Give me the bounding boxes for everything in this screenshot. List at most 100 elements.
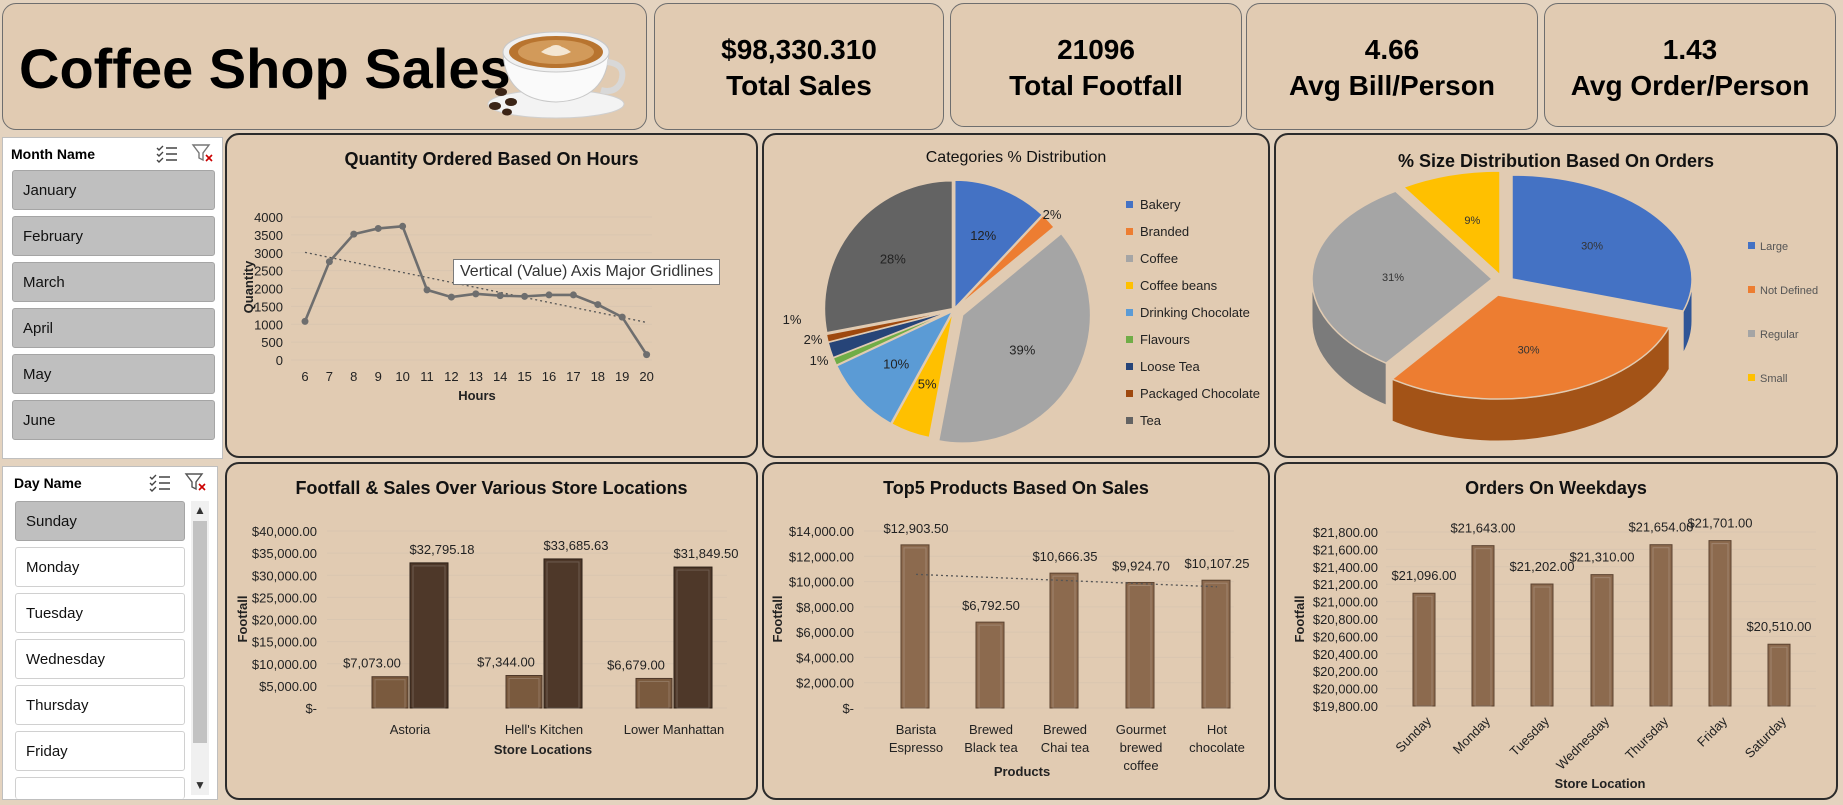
pie-slice xyxy=(1402,170,1501,277)
data-point xyxy=(618,313,626,321)
y-tick-label: $20,600.00 xyxy=(1313,629,1378,644)
y-tick-label: $5,000.00 xyxy=(259,679,317,694)
data-label: $6,792.50 xyxy=(962,598,1020,613)
day-item-partial[interactable] xyxy=(15,777,185,799)
scrollbar[interactable]: ▲ ▼ xyxy=(191,501,209,795)
y-tick-label: $40,000.00 xyxy=(252,524,317,539)
scroll-thumb[interactable] xyxy=(193,521,207,743)
data-point xyxy=(374,224,382,232)
pie-data-label: 31% xyxy=(1382,272,1404,284)
month-item[interactable]: February xyxy=(12,216,215,256)
pie-slice xyxy=(1511,174,1693,312)
x-tick-label: 8 xyxy=(350,369,357,384)
day-item[interactable]: Monday xyxy=(15,547,185,587)
legend-label: Loose Tea xyxy=(1140,359,1201,374)
y-tick-label: 2500 xyxy=(254,264,283,279)
x-tick-label: coffee xyxy=(1123,758,1158,773)
legend-swatch xyxy=(1126,390,1133,397)
chart-title: Orders On Weekdays xyxy=(1465,478,1647,498)
data-label: $21,310.00 xyxy=(1569,550,1634,565)
legend-swatch xyxy=(1748,286,1755,293)
pie-slice xyxy=(937,232,1092,444)
legend-swatch xyxy=(1126,228,1133,235)
month-slicer[interactable]: Month Name January February March April … xyxy=(2,137,223,459)
bar-orders-highlight xyxy=(1474,548,1492,707)
data-label: $20,510.00 xyxy=(1746,619,1811,634)
month-item[interactable]: June xyxy=(12,400,215,440)
bar-orders-highlight xyxy=(1415,595,1433,707)
day-item[interactable]: Tuesday xyxy=(15,593,185,633)
x-tick-label: Lower Manhattan xyxy=(624,722,724,737)
y-tick-label: $15,000.00 xyxy=(252,635,317,650)
pie-slice xyxy=(1311,190,1494,365)
legend-swatch xyxy=(1748,330,1755,337)
month-item[interactable]: April xyxy=(12,308,215,348)
data-label: $7,073.00 xyxy=(343,656,401,671)
multi-select-icon[interactable] xyxy=(148,472,172,492)
month-item[interactable]: January xyxy=(12,170,215,210)
legend-label: Flavours xyxy=(1140,332,1190,347)
data-label: $6,679.00 xyxy=(607,657,665,672)
bar-orders xyxy=(1649,544,1673,707)
x-tick-label: Tuesday xyxy=(1507,713,1553,759)
y-tick-label: 3500 xyxy=(254,228,283,243)
bar-orders xyxy=(1412,592,1436,707)
day-item[interactable]: Sunday xyxy=(15,501,185,541)
x-tick-label: 13 xyxy=(469,369,483,384)
data-point xyxy=(423,286,431,294)
data-label: $31,849.50 xyxy=(673,546,738,561)
x-tick-label: Sunday xyxy=(1392,713,1434,755)
legend-label: Coffee beans xyxy=(1140,278,1218,293)
x-tick-label: Hot xyxy=(1207,722,1228,737)
month-item[interactable]: May xyxy=(12,354,215,394)
chart-title: % Size Distribution Based On Orders xyxy=(1397,151,1715,171)
trendline xyxy=(304,251,647,324)
data-point xyxy=(350,230,358,238)
clear-filter-icon[interactable] xyxy=(191,143,215,163)
data-label: $12,903.50 xyxy=(883,521,948,536)
day-item[interactable]: Thursday xyxy=(15,685,185,725)
pie-slice xyxy=(825,309,953,344)
x-tick-label: 9 xyxy=(375,369,382,384)
bar-orders xyxy=(1530,583,1554,707)
scroll-up-icon[interactable]: ▲ xyxy=(194,503,206,517)
bar-sales-highlight xyxy=(903,547,927,709)
x-tick-label: Wednesday xyxy=(1553,713,1612,772)
pie-slice xyxy=(1390,294,1671,400)
legend-label: Bakery xyxy=(1140,197,1181,212)
title-card: Coffee Shop Sales xyxy=(2,3,647,130)
categories-chart-panel: Categories % Distribution 12% 2% 39% 5% 10% 1… xyxy=(762,133,1270,458)
bar-sales xyxy=(900,544,930,709)
kpi-avg-order: 1.43 Avg Order/Person xyxy=(1544,3,1836,127)
pie-data-label: 5% xyxy=(918,377,937,392)
y-axis-label: Footfall xyxy=(770,596,785,643)
x-tick-label: 12 xyxy=(444,369,458,384)
data-point xyxy=(399,222,407,230)
x-tick-label: 7 xyxy=(326,369,333,384)
pie-data-label: 39% xyxy=(1009,342,1035,357)
y-tick-label: $12,000.00 xyxy=(789,549,854,564)
legend-label: Branded xyxy=(1140,224,1189,239)
clear-filter-icon[interactable] xyxy=(184,472,208,492)
pie-data-label: 12% xyxy=(970,228,996,243)
x-tick-label: 19 xyxy=(615,369,629,384)
scroll-down-icon[interactable]: ▼ xyxy=(194,778,206,792)
legend-label: Large xyxy=(1760,241,1788,253)
x-tick-label: 10 xyxy=(395,369,409,384)
data-label: $21,654.00 xyxy=(1628,520,1693,535)
bar-sales-highlight xyxy=(1128,585,1152,709)
day-slicer[interactable]: Day Name Sunday Monday Tuesday Wednesday… xyxy=(2,466,218,800)
day-item[interactable]: Friday xyxy=(15,731,185,771)
multi-select-icon[interactable] xyxy=(155,143,179,163)
y-tick-label: $20,000.00 xyxy=(252,613,317,628)
y-tick-label: $21,400.00 xyxy=(1313,560,1378,575)
legend-swatch xyxy=(1126,363,1133,370)
y-tick-label: 0 xyxy=(276,353,283,368)
day-item[interactable]: Wednesday xyxy=(15,639,185,679)
x-tick-label: Thursday xyxy=(1622,713,1671,762)
data-point xyxy=(521,292,529,300)
bar-orders-highlight xyxy=(1770,646,1788,707)
x-tick-label: 14 xyxy=(493,369,507,384)
month-item[interactable]: March xyxy=(12,262,215,302)
y-tick-label: $10,000.00 xyxy=(252,657,317,672)
